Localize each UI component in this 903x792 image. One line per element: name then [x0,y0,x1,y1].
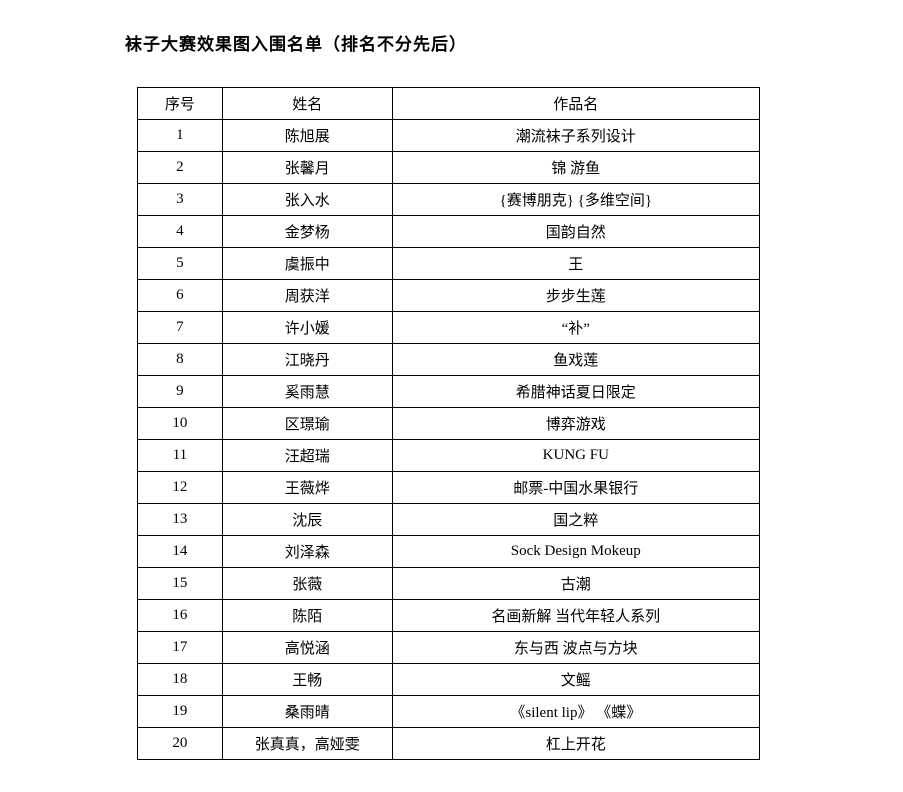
cell-work: 王 [392,248,759,280]
table-row: 14刘泽森Sock Design Mokeup [138,536,760,568]
cell-name: 沈辰 [222,504,392,536]
table-body: 1陈旭展潮流袜子系列设计2张馨月锦 游鱼3张入水{赛博朋克} {多维空间}4金梦… [138,120,760,760]
cell-number: 1 [138,120,223,152]
cell-name: 江晓丹 [222,344,392,376]
cell-work: KUNG FU [392,440,759,472]
cell-work: 国韵自然 [392,216,759,248]
cell-number: 12 [138,472,223,504]
col-header-work: 作品名 [392,88,759,120]
cell-number: 20 [138,728,223,760]
cell-work: {赛博朋克} {多维空间} [392,184,759,216]
cell-work: 杠上开花 [392,728,759,760]
table-row: 9奚雨慧希腊神话夏日限定 [138,376,760,408]
col-header-number: 序号 [138,88,223,120]
cell-number: 6 [138,280,223,312]
cell-name: 张真真，高娅雯 [222,728,392,760]
cell-work: 古潮 [392,568,759,600]
finalist-table: 序号 姓名 作品名 1陈旭展潮流袜子系列设计2张馨月锦 游鱼3张入水{赛博朋克}… [137,87,760,760]
cell-name: 奚雨慧 [222,376,392,408]
table-row: 16陈陌名画新解 当代年轻人系列 [138,600,760,632]
table-row: 12王薇烨邮票-中国水果银行 [138,472,760,504]
table-row: 5虞振中王 [138,248,760,280]
cell-number: 8 [138,344,223,376]
cell-name: 刘泽森 [222,536,392,568]
cell-number: 17 [138,632,223,664]
table-row: 2张馨月锦 游鱼 [138,152,760,184]
cell-work: 东与西 波点与方块 [392,632,759,664]
cell-work: 锦 游鱼 [392,152,759,184]
cell-name: 张馨月 [222,152,392,184]
cell-work: 邮票-中国水果银行 [392,472,759,504]
cell-number: 19 [138,696,223,728]
table-row: 10区璟瑜博弈游戏 [138,408,760,440]
table-row: 3张入水{赛博朋克} {多维空间} [138,184,760,216]
table-row: 4金梦杨国韵自然 [138,216,760,248]
cell-name: 区璟瑜 [222,408,392,440]
table-row: 1陈旭展潮流袜子系列设计 [138,120,760,152]
cell-name: 许小媛 [222,312,392,344]
cell-number: 7 [138,312,223,344]
table-row: 8江晓丹鱼戏莲 [138,344,760,376]
cell-number: 18 [138,664,223,696]
cell-work: “补” [392,312,759,344]
cell-work: 步步生莲 [392,280,759,312]
cell-number: 10 [138,408,223,440]
cell-work: 潮流袜子系列设计 [392,120,759,152]
cell-work: 《silent lip》 《蝶》 [392,696,759,728]
page-title: 袜子大赛效果图入围名单（排名不分先后） [125,30,778,55]
table-container: 序号 姓名 作品名 1陈旭展潮流袜子系列设计2张馨月锦 游鱼3张入水{赛博朋克}… [137,87,778,760]
table-row: 13沈辰国之粹 [138,504,760,536]
cell-work: 文鳐 [392,664,759,696]
cell-name: 王薇烨 [222,472,392,504]
cell-name: 王畅 [222,664,392,696]
cell-number: 13 [138,504,223,536]
cell-work: 鱼戏莲 [392,344,759,376]
table-row: 11汪超瑞KUNG FU [138,440,760,472]
cell-number: 3 [138,184,223,216]
cell-name: 虞振中 [222,248,392,280]
table-row: 19桑雨晴《silent lip》 《蝶》 [138,696,760,728]
col-header-name: 姓名 [222,88,392,120]
cell-work: 名画新解 当代年轻人系列 [392,600,759,632]
cell-work: 希腊神话夏日限定 [392,376,759,408]
cell-name: 张薇 [222,568,392,600]
cell-number: 9 [138,376,223,408]
cell-number: 16 [138,600,223,632]
cell-name: 陈旭展 [222,120,392,152]
cell-name: 张入水 [222,184,392,216]
cell-name: 金梦杨 [222,216,392,248]
cell-number: 14 [138,536,223,568]
table-row: 6周获洋步步生莲 [138,280,760,312]
cell-work: Sock Design Mokeup [392,536,759,568]
cell-work: 国之粹 [392,504,759,536]
table-row: 15张薇古潮 [138,568,760,600]
cell-name: 汪超瑞 [222,440,392,472]
table-header-row: 序号 姓名 作品名 [138,88,760,120]
table-row: 17高悦涵东与西 波点与方块 [138,632,760,664]
cell-number: 2 [138,152,223,184]
cell-name: 周获洋 [222,280,392,312]
table-row: 18王畅文鳐 [138,664,760,696]
cell-name: 桑雨晴 [222,696,392,728]
cell-work: 博弈游戏 [392,408,759,440]
cell-number: 5 [138,248,223,280]
table-row: 7许小媛“补” [138,312,760,344]
cell-number: 15 [138,568,223,600]
cell-name: 陈陌 [222,600,392,632]
cell-name: 高悦涵 [222,632,392,664]
cell-number: 4 [138,216,223,248]
table-row: 20张真真，高娅雯杠上开花 [138,728,760,760]
cell-number: 11 [138,440,223,472]
